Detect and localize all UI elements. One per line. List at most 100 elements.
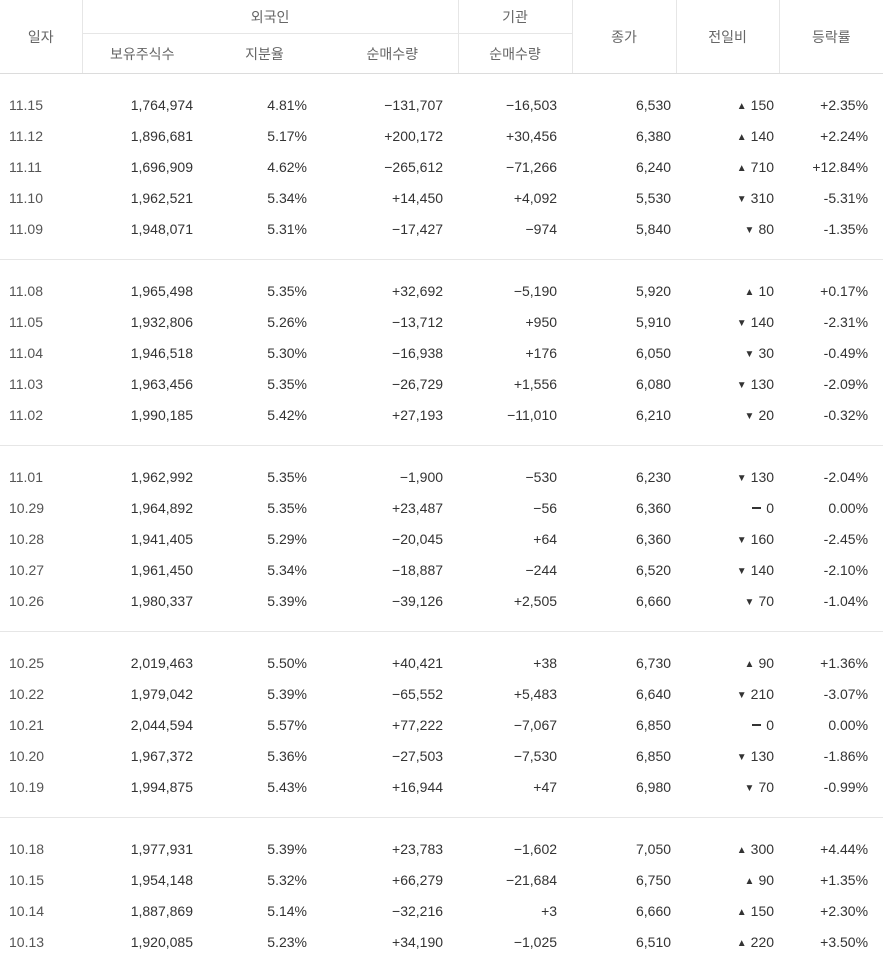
cell-inst-net: +4,092 bbox=[513, 189, 558, 206]
cell-change: ▼ 70 bbox=[676, 585, 779, 616]
down-triangle-icon: ▼ bbox=[744, 782, 755, 794]
cell-foreign-net: −20,045 bbox=[392, 530, 444, 547]
cell-holdings: 1,887,869 bbox=[130, 902, 193, 919]
cell-foreign-net: −131,707 bbox=[384, 96, 444, 113]
cell-close: 6,640 bbox=[635, 685, 672, 702]
cell-date: 11.12 bbox=[9, 127, 43, 144]
cell-inst-net: −1,602 bbox=[513, 840, 558, 857]
header-inst-net: 순매수량 bbox=[458, 33, 573, 74]
down-triangle-icon: ▼ bbox=[736, 317, 747, 329]
cell-holdings: 1,965,498 bbox=[130, 282, 193, 299]
cell-rate: -3.07% bbox=[823, 685, 869, 702]
up-triangle-icon: ▲ bbox=[736, 937, 747, 949]
cell-change-value: 150 bbox=[750, 902, 775, 919]
table-row: 11.05 1,932,806 5.26% −13,712 +950 5,910 ▼ 140-… bbox=[0, 306, 883, 337]
down-triangle-icon: ▼ bbox=[744, 596, 755, 608]
up-triangle-icon: ▲ bbox=[744, 286, 755, 298]
cell-change-value: 90 bbox=[758, 654, 775, 671]
down-triangle-icon: ▼ bbox=[736, 379, 747, 391]
cell-share: 5.57% bbox=[267, 716, 307, 733]
cell-change: ▼ 130 bbox=[676, 368, 779, 399]
up-triangle-icon: ▲ bbox=[736, 906, 747, 918]
cell-holdings: 1,946,518 bbox=[130, 344, 193, 361]
cell-share: 5.31% bbox=[267, 220, 307, 237]
cell-close: 6,730 bbox=[635, 654, 672, 671]
cell-date: 11.05 bbox=[9, 313, 43, 330]
table-row: 11.09 1,948,071 5.31% −17,427 −974 5,840 ▼ 80 -1… bbox=[0, 213, 883, 244]
table-row: 11.03 1,963,456 5.35% −26,729 +1,556 6,080 ▼ 13… bbox=[0, 368, 883, 399]
cell-inst-net: −21,684 bbox=[506, 871, 558, 888]
cell-date: 10.21 bbox=[9, 716, 45, 733]
table-row: 10.22 1,979,042 5.39% −65,552 +5,483 6,640 ▼ 21… bbox=[0, 678, 883, 709]
table-row: 10.29 1,964,892 5.35% +23,487 −56 6,360 0 0.00% bbox=[0, 492, 883, 523]
cell-rate: -0.32% bbox=[823, 406, 869, 423]
cell-close: 6,230 bbox=[635, 468, 672, 485]
cell-date: 10.15 bbox=[9, 871, 45, 888]
table-row: 10.19 1,994,875 5.43% +16,944 +47 6,980 ▼ 70 -0.… bbox=[0, 771, 883, 802]
down-triangle-icon: ▼ bbox=[744, 410, 755, 422]
cell-change: ▲ 300 bbox=[676, 833, 779, 864]
table-row: 11.04 1,946,518 5.30% −16,938 +176 6,050 ▼ 30 -0… bbox=[0, 337, 883, 368]
cell-change-value: 70 bbox=[758, 778, 775, 795]
cell-change-value: 130 bbox=[750, 468, 775, 485]
cell-inst-net: −71,266 bbox=[506, 158, 558, 175]
cell-foreign-net: +16,944 bbox=[392, 778, 444, 795]
table-row: 10.20 1,967,372 5.36% −27,503 −7,530 6,850 ▼ 13… bbox=[0, 740, 883, 771]
table-row: 11.11 1,696,909 4.62% −265,612 −71,266 6,240 ▲… bbox=[0, 151, 883, 182]
cell-change-value: 0 bbox=[766, 499, 775, 516]
cell-change: ▲ 710 bbox=[676, 151, 779, 182]
cell-rate: -1.35% bbox=[823, 220, 869, 237]
cell-change: ▼ 130 bbox=[676, 461, 779, 492]
cell-change-value: 0 bbox=[766, 716, 775, 733]
cell-foreign-net: −39,126 bbox=[392, 592, 444, 609]
down-triangle-icon: ▼ bbox=[744, 224, 755, 236]
cell-close: 6,210 bbox=[635, 406, 672, 423]
cell-date: 11.15 bbox=[9, 96, 43, 113]
cell-holdings: 1,980,337 bbox=[130, 592, 193, 609]
cell-change: ▲ 150 bbox=[676, 895, 779, 926]
cell-date: 11.03 bbox=[9, 375, 43, 392]
cell-rate: -2.04% bbox=[823, 468, 869, 485]
cell-holdings: 1,896,681 bbox=[130, 127, 193, 144]
cell-change: ▼ 160 bbox=[676, 523, 779, 554]
cell-change: ▲ 10 bbox=[676, 275, 779, 306]
cell-foreign-net: +14,450 bbox=[392, 189, 444, 206]
cell-rate: +4.44% bbox=[820, 840, 869, 857]
table-row: 11.02 1,990,185 5.42% +27,193 −11,010 6,210 ▼ 2… bbox=[0, 399, 883, 430]
cell-close: 6,850 bbox=[635, 747, 672, 764]
cell-change-value: 220 bbox=[750, 933, 775, 950]
down-triangle-icon: ▼ bbox=[736, 689, 747, 701]
cell-change: ▼ 80 bbox=[676, 213, 779, 244]
cell-holdings: 1,962,521 bbox=[130, 189, 193, 206]
header-foreign: 외국인 bbox=[82, 0, 459, 34]
cell-rate: 0.00% bbox=[828, 716, 869, 733]
cell-date: 11.08 bbox=[9, 282, 43, 299]
cell-share: 4.62% bbox=[267, 158, 307, 175]
cell-share: 5.36% bbox=[267, 747, 307, 764]
cell-holdings: 1,948,071 bbox=[130, 220, 193, 237]
cell-change-value: 10 bbox=[758, 282, 775, 299]
cell-holdings: 1,961,450 bbox=[130, 561, 193, 578]
table-row: 10.15 1,954,148 5.32% +66,279 −21,684 6,750 ▲ 9… bbox=[0, 864, 883, 895]
cell-inst-net: +5,483 bbox=[513, 685, 558, 702]
cell-rate: +2.24% bbox=[820, 127, 869, 144]
cell-share: 5.29% bbox=[267, 530, 307, 547]
cell-share: 5.39% bbox=[267, 592, 307, 609]
cell-rate: +0.17% bbox=[820, 282, 869, 299]
table-row: 10.13 1,920,085 5.23% +34,190 −1,025 6,510 ▲ 22… bbox=[0, 926, 883, 957]
cell-share: 5.42% bbox=[267, 406, 307, 423]
cell-holdings: 1,941,405 bbox=[130, 530, 193, 547]
cell-close: 6,360 bbox=[635, 530, 672, 547]
cell-foreign-net: −18,887 bbox=[392, 561, 444, 578]
cell-inst-net: −530 bbox=[525, 468, 558, 485]
cell-change: ▲ 150 bbox=[676, 89, 779, 120]
cell-rate: -1.86% bbox=[823, 747, 869, 764]
cell-inst-net: −16,503 bbox=[506, 96, 558, 113]
cell-share: 5.30% bbox=[267, 344, 307, 361]
cell-foreign-net: −27,503 bbox=[392, 747, 444, 764]
cell-foreign-net: −65,552 bbox=[392, 685, 444, 702]
cell-change: ▼ 210 bbox=[676, 678, 779, 709]
cell-change-value: 150 bbox=[750, 96, 775, 113]
cell-change-value: 90 bbox=[758, 871, 775, 888]
